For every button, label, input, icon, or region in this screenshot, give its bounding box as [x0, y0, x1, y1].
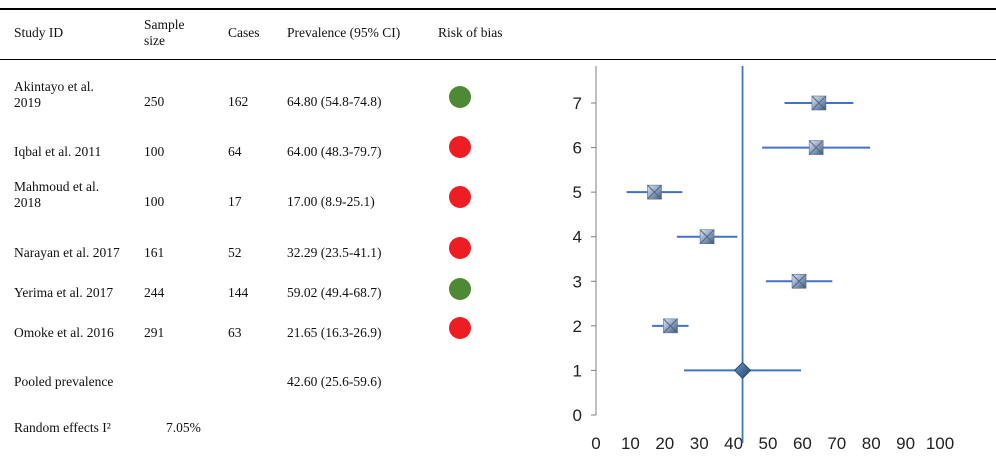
- row-3-sample: 100: [144, 194, 165, 209]
- y-tick-label: 3: [573, 272, 582, 291]
- x-tick-label: 30: [690, 434, 709, 453]
- random-effects-value: 7.05%: [166, 420, 201, 435]
- row-1-cases: 162: [228, 94, 249, 109]
- header-bottom-rule: [0, 59, 996, 60]
- y-tick-label: 7: [573, 94, 582, 113]
- row-4-study: Narayan et al. 2017: [14, 245, 120, 260]
- header-prevalence: Prevalence (95% CI): [287, 25, 401, 40]
- y-tick-label: 6: [573, 139, 582, 158]
- row-2-cases: 64: [228, 144, 242, 159]
- y-tick-label: 1: [573, 361, 582, 380]
- estimate-marker-facet: [699, 229, 715, 245]
- pooled-diamond: [733, 361, 752, 379]
- row-2-study: Iqbal et al. 2011: [14, 144, 102, 159]
- row-4-prevalence: 32.29 (23.5-41.1): [287, 245, 382, 260]
- row-4-risk-indicator: [449, 237, 471, 259]
- row-3-prevalence: 17.00 (8.9-25.1): [287, 194, 375, 209]
- row-4-sample: 161: [144, 245, 165, 260]
- row-1-prevalence: 64.80 (54.8-74.8): [287, 94, 382, 109]
- row-2-sample: 100: [144, 144, 165, 159]
- row-5-prevalence: 59.02 (49.4-68.7): [287, 285, 382, 300]
- row-1-study: Akintayo et al. 2019: [14, 79, 94, 110]
- random-effects-label: Random effects I²: [14, 420, 111, 435]
- row-6-cases: 63: [228, 325, 242, 340]
- estimate-marker-facet: [647, 184, 662, 200]
- y-tick-label: 2: [573, 317, 582, 336]
- estimate-marker-facet: [808, 140, 824, 155]
- row-3-cases: 17: [228, 194, 242, 209]
- x-tick-label: 100: [926, 434, 954, 453]
- pooled-label: Pooled prevalence: [14, 374, 114, 389]
- estimate-marker-facet: [663, 318, 678, 334]
- row-6-prevalence: 21.65 (16.3-26.9): [287, 325, 382, 340]
- x-tick-label: 70: [827, 434, 846, 453]
- x-tick-label: 50: [759, 434, 778, 453]
- row-5-risk-indicator: [449, 278, 471, 300]
- row-6-risk-indicator: [449, 317, 471, 339]
- header-cases: Cases: [228, 25, 260, 40]
- pooled-prevalence: 42.60 (25.6-59.6): [287, 374, 382, 389]
- x-tick-label: 0: [591, 434, 600, 453]
- row-1-sample: 250: [144, 94, 165, 109]
- y-tick-label: 0: [573, 406, 582, 425]
- row-5-sample: 244: [144, 285, 165, 300]
- row-3-study: Mahmoud et al. 2018: [14, 179, 100, 210]
- row-1-risk-indicator: [449, 86, 471, 108]
- row-6-study: Omoke et al. 2016: [14, 325, 114, 340]
- x-tick-label: 40: [724, 434, 743, 453]
- x-tick-label: 20: [655, 434, 674, 453]
- x-tick-label: 90: [896, 434, 915, 453]
- header-study-id: Study ID: [14, 25, 64, 40]
- header-sample-size: Sample size: [144, 17, 185, 48]
- table-top-rule: [0, 8, 996, 10]
- header-risk-of-bias: Risk of bias: [438, 25, 503, 40]
- row-4-cases: 52: [228, 245, 242, 260]
- row-2-risk-indicator: [449, 136, 471, 158]
- x-tick-label: 10: [621, 434, 640, 453]
- x-tick-label: 60: [793, 434, 812, 453]
- y-tick-label: 4: [573, 228, 582, 247]
- estimate-marker-facet: [811, 95, 827, 111]
- row-2-prevalence: 64.00 (48.3-79.7): [287, 144, 382, 159]
- row-5-study: Yerima et al. 2017: [14, 285, 114, 300]
- y-tick-label: 5: [573, 183, 582, 202]
- x-tick-label: 80: [862, 434, 881, 453]
- row-3-risk-indicator: [449, 186, 471, 208]
- row-5-cases: 144: [228, 285, 249, 300]
- estimate-marker-facet: [791, 273, 807, 289]
- row-6-sample: 291: [144, 325, 165, 340]
